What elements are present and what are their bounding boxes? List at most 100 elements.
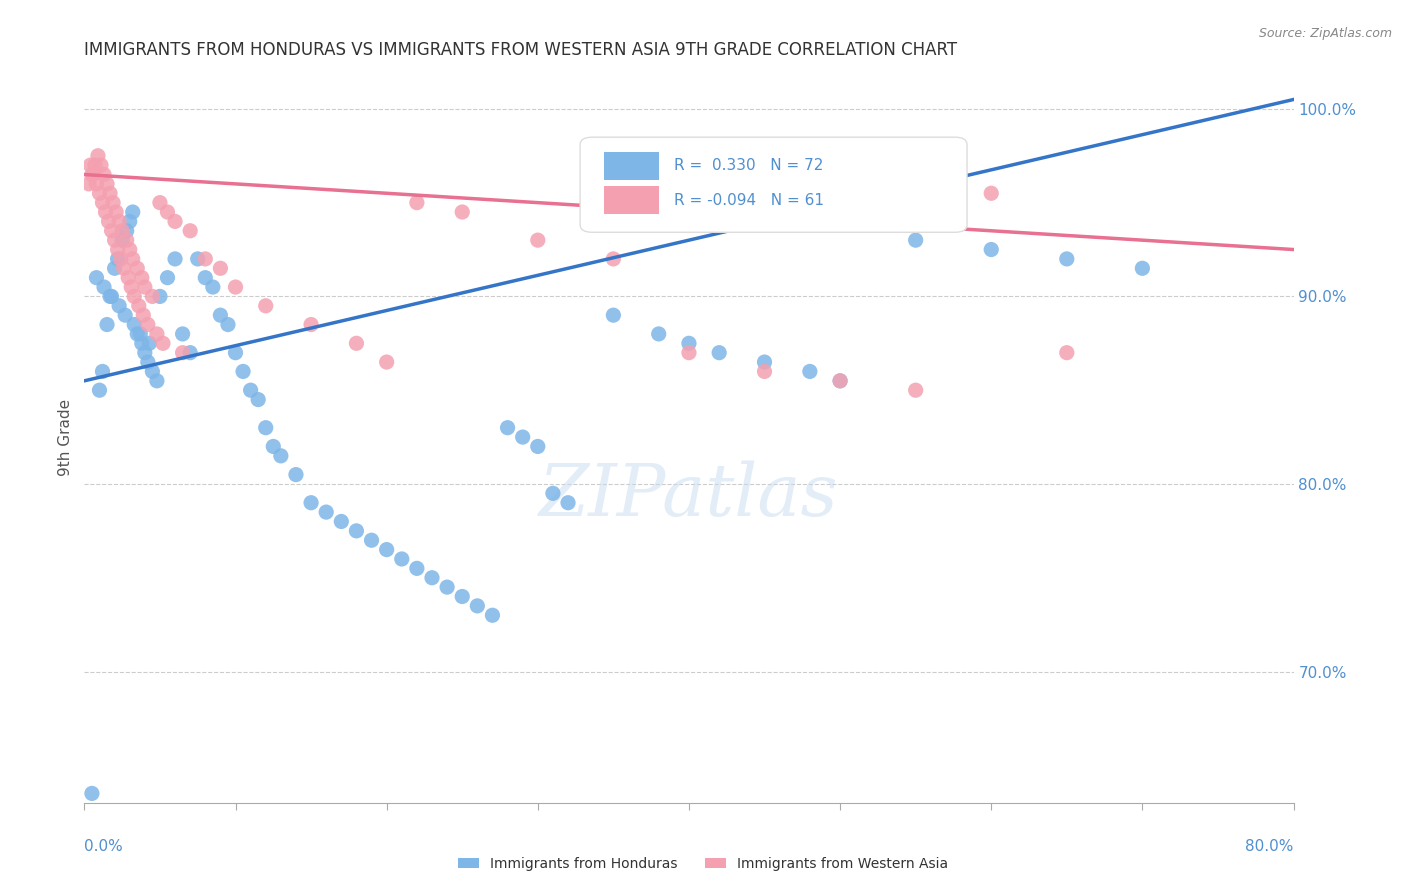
Point — [90, 158, 112, 172]
Point — [980, 243, 1002, 257]
Point — [136, 318, 159, 332]
Point — [98, 186, 121, 201]
Point — [451, 590, 474, 604]
Bar — [605, 152, 659, 179]
Point — [299, 318, 322, 332]
Point — [80, 168, 103, 182]
Point — [330, 515, 353, 529]
Point — [149, 289, 172, 303]
Point — [496, 420, 519, 434]
Point — [146, 326, 169, 341]
Point — [86, 177, 108, 191]
Point — [709, 345, 731, 359]
Point — [115, 233, 138, 247]
Point — [108, 299, 131, 313]
Point — [117, 270, 139, 285]
Point — [146, 374, 169, 388]
Point — [346, 336, 368, 351]
Point — [406, 561, 429, 575]
Point — [114, 308, 136, 322]
Point — [118, 214, 141, 228]
Point — [165, 214, 187, 228]
Point — [225, 280, 247, 294]
Point — [138, 336, 160, 351]
Point — [156, 205, 179, 219]
Point — [527, 233, 550, 247]
Text: ZIPatlas: ZIPatlas — [538, 460, 839, 531]
Text: R =  0.330   N = 72: R = 0.330 N = 72 — [675, 158, 824, 173]
Point — [375, 542, 398, 557]
Point — [179, 224, 201, 238]
Point — [904, 233, 927, 247]
Point — [112, 261, 135, 276]
Point — [527, 440, 550, 454]
Point — [1056, 252, 1078, 266]
Point — [131, 336, 153, 351]
Point — [77, 177, 100, 191]
Point — [86, 270, 108, 285]
Point — [129, 326, 152, 341]
Point — [262, 440, 284, 454]
Point — [82, 168, 104, 182]
Point — [602, 308, 624, 322]
Point — [247, 392, 270, 407]
Point — [512, 430, 534, 444]
Bar — [605, 186, 659, 214]
Point — [111, 233, 134, 247]
Point — [360, 533, 382, 548]
Point — [391, 552, 413, 566]
Point — [451, 205, 474, 219]
Point — [194, 252, 217, 266]
Point — [127, 326, 149, 341]
Point — [209, 261, 232, 276]
Point — [225, 345, 247, 359]
Point — [754, 364, 776, 378]
FancyBboxPatch shape — [581, 137, 967, 232]
Text: Source: ZipAtlas.com: Source: ZipAtlas.com — [1258, 27, 1392, 40]
Point — [97, 214, 120, 228]
Point — [107, 252, 129, 266]
Point — [87, 149, 110, 163]
Point — [481, 608, 503, 623]
Point — [134, 345, 156, 359]
Point — [89, 186, 111, 201]
Point — [209, 308, 232, 322]
Point — [232, 364, 254, 378]
Text: 80.0%: 80.0% — [1246, 839, 1294, 855]
Point — [420, 571, 443, 585]
Point — [96, 177, 118, 191]
Point — [1132, 261, 1154, 276]
Point — [91, 364, 114, 378]
Point — [128, 299, 150, 313]
Point — [904, 383, 927, 397]
Point — [239, 383, 262, 397]
Point — [270, 449, 292, 463]
Point — [406, 195, 429, 210]
Point — [120, 280, 142, 294]
Point — [149, 195, 172, 210]
Point — [172, 345, 194, 359]
Point — [93, 280, 115, 294]
Point — [799, 364, 821, 378]
Point — [131, 270, 153, 285]
Point — [156, 270, 179, 285]
Point — [121, 252, 143, 266]
Legend: Immigrants from Honduras, Immigrants from Western Asia: Immigrants from Honduras, Immigrants fro… — [453, 851, 953, 876]
Point — [100, 289, 122, 303]
Point — [201, 280, 224, 294]
Point — [122, 289, 145, 303]
Point — [152, 336, 174, 351]
Point — [830, 374, 852, 388]
Point — [678, 345, 700, 359]
Point — [89, 383, 111, 397]
Point — [141, 289, 163, 303]
Point — [602, 252, 624, 266]
Point — [299, 496, 322, 510]
Point — [108, 214, 131, 228]
Point — [254, 299, 277, 313]
Point — [121, 205, 143, 219]
Point — [1056, 345, 1078, 359]
Point — [980, 186, 1002, 201]
Point — [830, 374, 852, 388]
Point — [84, 158, 107, 172]
